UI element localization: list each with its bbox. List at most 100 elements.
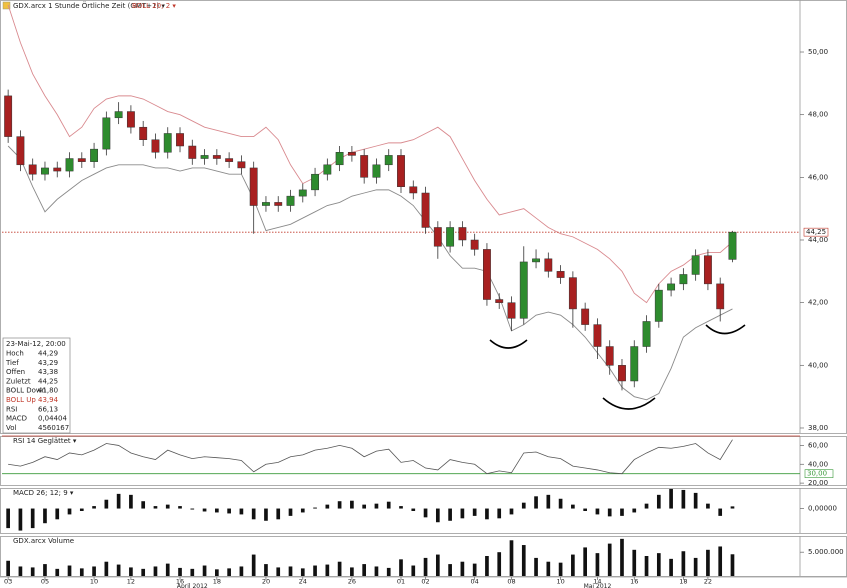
histogram-bar <box>215 508 219 513</box>
info-value: 66,13 <box>38 405 58 413</box>
candle-body <box>274 202 283 206</box>
candle-body <box>323 164 332 175</box>
panel-title: RSI 14 Geglättet ▾ <box>13 437 77 445</box>
info-value: 43,38 <box>38 368 58 376</box>
histogram-bar <box>67 565 72 576</box>
chart-subtitle[interactable]: BOLL 20; 2 ▾ <box>132 2 176 10</box>
candle-body <box>483 249 491 300</box>
histogram-bar <box>681 551 686 576</box>
histogram-bar <box>460 561 465 576</box>
histogram-bar <box>620 508 624 516</box>
y-tick-label: 38,00 <box>808 424 828 432</box>
y-tick-label: 40,00 <box>808 361 828 369</box>
histogram-bar <box>497 552 502 576</box>
y-tick-label: 0,00000 <box>808 505 837 513</box>
histogram-bar <box>509 508 514 515</box>
reference-label: 30,00 <box>807 470 827 478</box>
histogram-bar <box>656 553 661 576</box>
info-label: Zuletzt <box>6 377 31 385</box>
candle-body <box>28 164 37 175</box>
y-tick-label: 40,00 <box>808 460 828 468</box>
info-date: 23-Mai-12, 20:00 <box>6 340 66 348</box>
histogram-bar <box>583 508 587 511</box>
histogram-bar <box>571 504 575 509</box>
histogram-bar <box>43 564 47 576</box>
x-tick-label: 05 <box>41 578 49 586</box>
histogram-bar <box>595 553 600 576</box>
candle-body <box>335 152 344 166</box>
histogram-bar <box>485 508 489 520</box>
histogram-bar <box>558 562 563 576</box>
histogram-bar <box>190 508 195 510</box>
histogram-bar <box>693 557 698 576</box>
histogram-bar <box>448 508 452 521</box>
x-tick-label: 04 <box>471 578 479 586</box>
histogram-bar <box>706 549 710 576</box>
histogram-bar <box>55 568 60 576</box>
candle-body <box>311 173 319 191</box>
histogram-bar <box>313 507 317 509</box>
histogram-bar <box>67 508 72 515</box>
histogram-bar <box>300 568 305 576</box>
histogram-bar <box>165 563 170 576</box>
x-tick-label: 02 <box>421 578 429 586</box>
histogram-bar <box>92 506 96 509</box>
histogram-bar <box>92 566 96 576</box>
x-tick-label: 16 <box>176 578 184 586</box>
candle-body <box>581 308 590 325</box>
annotation-arc <box>705 324 746 335</box>
histogram-bar <box>681 489 686 509</box>
histogram-bar <box>288 566 293 576</box>
histogram-bar <box>669 488 673 509</box>
histogram-bar <box>239 508 244 515</box>
histogram-bar <box>706 503 710 509</box>
candle-body <box>642 321 651 347</box>
chart-title[interactable]: GDX.arcx 1 Stunde Örtliche Zeit (GMT+1) … <box>13 1 165 10</box>
candle-body <box>532 258 540 263</box>
histogram-bar <box>435 508 440 523</box>
histogram-bar <box>485 556 489 576</box>
candle-body <box>544 258 553 272</box>
candle-body <box>65 158 74 172</box>
candle-body <box>41 167 49 175</box>
candle-body <box>102 117 111 150</box>
x-tick-label: 26 <box>348 578 356 586</box>
bollinger-band <box>7 145 733 401</box>
histogram-bar <box>153 506 158 509</box>
histogram-bar <box>239 566 244 576</box>
histogram-bar <box>178 567 182 576</box>
candle-body <box>176 133 184 147</box>
histogram-bar <box>435 554 440 576</box>
histogram-bar <box>227 508 231 514</box>
candle-body <box>409 186 418 194</box>
candle-body <box>212 155 221 159</box>
last-price-label: 44,25 <box>806 228 826 236</box>
candle-body <box>421 192 430 228</box>
histogram-bar <box>607 508 612 517</box>
histogram-bar <box>730 554 735 576</box>
histogram-bar <box>460 508 465 519</box>
histogram-bar <box>276 508 281 520</box>
histogram-bar <box>6 560 10 576</box>
candle-body <box>397 155 405 187</box>
histogram-bar <box>497 508 502 519</box>
histogram-bar <box>595 508 600 515</box>
histogram-bar <box>300 508 305 513</box>
x-tick-label: 08 <box>507 578 515 586</box>
candle-body <box>446 227 455 247</box>
info-value: 0,04404 <box>38 415 67 423</box>
histogram-bar <box>215 569 219 576</box>
candle-body <box>16 136 25 166</box>
histogram-bar <box>509 540 514 576</box>
reference-label-box <box>804 469 834 478</box>
histogram-bar <box>55 508 60 520</box>
x-tick-label: 18 <box>213 578 221 586</box>
candle-body <box>53 167 62 172</box>
histogram-bar <box>399 559 403 576</box>
histogram-bar <box>521 545 526 576</box>
histogram-bar <box>264 508 268 521</box>
y-tick-label: 46,00 <box>808 173 828 181</box>
candle-body <box>114 111 123 119</box>
histogram-bar <box>583 547 587 576</box>
